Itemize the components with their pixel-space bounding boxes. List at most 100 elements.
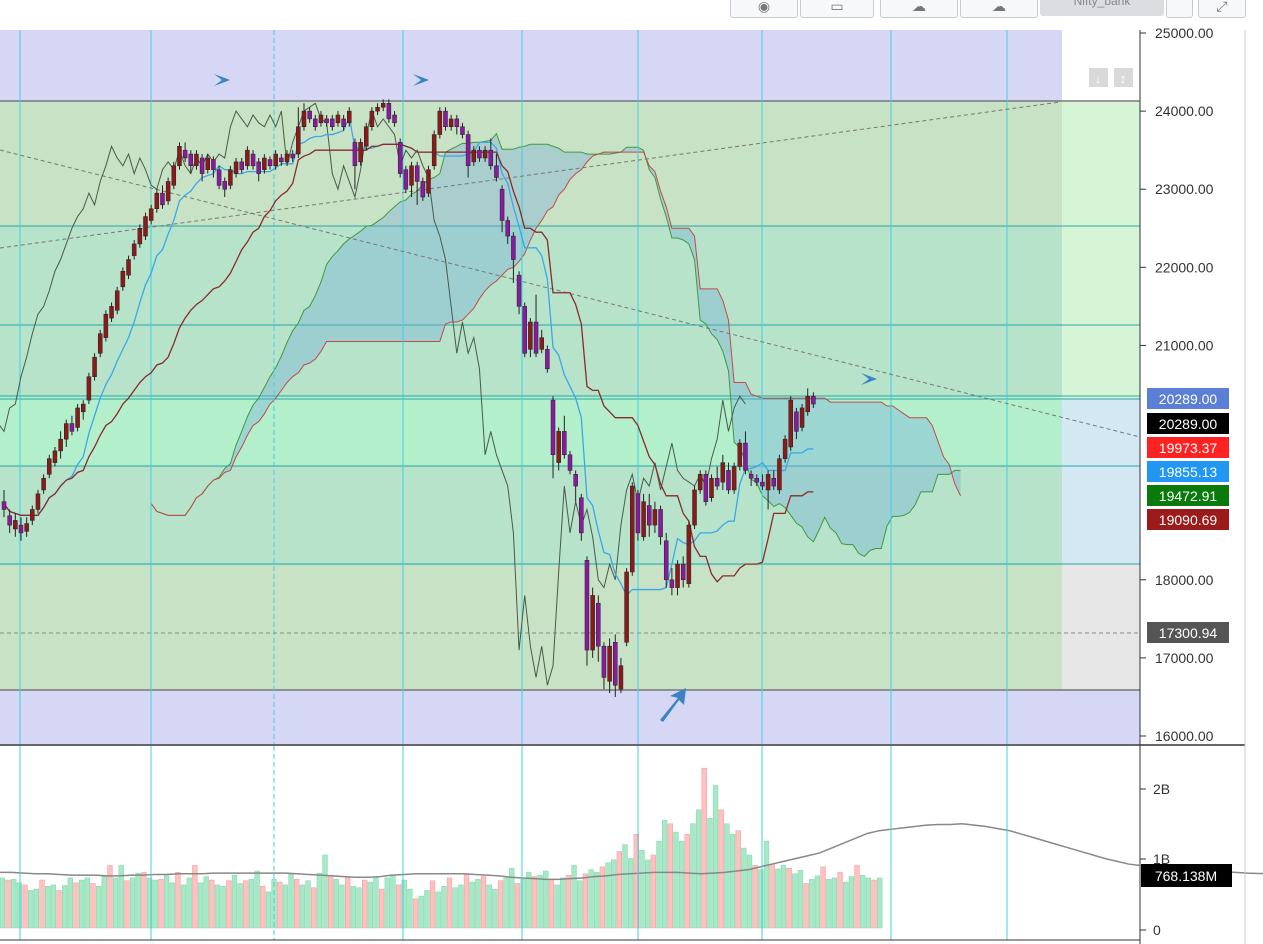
candle xyxy=(618,665,624,690)
uptrend-line xyxy=(0,101,1061,249)
volume-bar xyxy=(480,876,487,929)
annotation-arrows xyxy=(205,73,877,722)
volume-bar xyxy=(531,876,538,929)
candle xyxy=(443,110,448,127)
volume-bar xyxy=(254,870,260,929)
candle xyxy=(103,313,109,338)
volume-bar xyxy=(345,877,351,929)
candle xyxy=(562,431,567,456)
candle xyxy=(573,474,578,487)
arrow-icon xyxy=(852,372,877,385)
volume-bar xyxy=(492,888,498,929)
scroll-down-button[interactable] xyxy=(1089,68,1108,87)
volume-bar xyxy=(135,872,141,929)
senkou-span-b xyxy=(150,151,961,516)
expand-vertical-button[interactable] xyxy=(1114,68,1133,87)
volume-bar xyxy=(803,883,809,929)
volume-bar xyxy=(316,872,323,929)
candle xyxy=(465,134,471,167)
volume-bar xyxy=(690,823,696,929)
volume-bar xyxy=(407,888,413,929)
candle xyxy=(284,153,290,163)
volume-bar xyxy=(633,833,639,929)
candle xyxy=(760,481,765,487)
volume-bar xyxy=(746,854,753,929)
candle xyxy=(47,458,52,475)
candle xyxy=(318,114,324,124)
candle xyxy=(1,501,7,510)
level-tag-label: 17300.94 xyxy=(1159,625,1218,641)
candle xyxy=(330,118,335,127)
candle xyxy=(126,259,131,276)
volume-bar xyxy=(797,870,804,929)
fullscreen-button[interactable]: ⤢ xyxy=(1198,0,1246,18)
save-chart-button[interactable]: ☁ xyxy=(960,0,1038,18)
level-tag xyxy=(1147,413,1229,434)
volume-bar xyxy=(209,879,215,929)
volume-bar xyxy=(237,883,243,929)
volume-bar xyxy=(11,879,17,929)
candle xyxy=(505,220,510,237)
volume-bar xyxy=(180,884,187,929)
volume-bar xyxy=(90,883,96,929)
volume-bar xyxy=(628,858,634,929)
candle xyxy=(313,118,318,127)
level-tag xyxy=(1147,437,1229,458)
volume-bar xyxy=(124,880,130,929)
volume-bar xyxy=(475,879,481,929)
candle xyxy=(697,474,703,491)
level-tag-label: 20289.00 xyxy=(1159,416,1218,432)
candle xyxy=(199,157,205,174)
symbol-label: Nifty_bank xyxy=(1073,0,1131,8)
candle xyxy=(788,399,793,448)
expand-vertical-icon: ↕ xyxy=(1120,71,1127,86)
candle xyxy=(709,477,714,499)
volume-bar xyxy=(497,880,504,929)
volume-bar xyxy=(299,884,306,929)
symbol-selector[interactable]: Nifty_bank xyxy=(1040,0,1164,16)
volume-bar xyxy=(724,823,730,929)
candle xyxy=(7,515,12,526)
volume-bar xyxy=(328,874,334,929)
volume-axis[interactable]: 0 1B 2B 768.138M xyxy=(1140,781,1232,938)
candle xyxy=(420,181,426,198)
settings-button[interactable] xyxy=(1166,0,1193,18)
volume-bar xyxy=(95,886,102,929)
candle xyxy=(426,169,431,194)
volume-bar xyxy=(203,876,209,929)
candle xyxy=(358,142,363,163)
volume-bar xyxy=(424,890,430,929)
volume-bar xyxy=(792,873,798,929)
volume-bar xyxy=(294,879,300,929)
candle xyxy=(675,563,680,588)
candle xyxy=(352,142,358,167)
camera-icon: ◉ xyxy=(757,0,771,14)
candle xyxy=(18,524,24,534)
candle xyxy=(726,470,731,491)
price-axis[interactable]: 16000.00 17000.00 18000.00 21000.00 22000.00… xyxy=(1140,25,1214,744)
volume-bar xyxy=(763,840,770,929)
candle xyxy=(743,442,748,471)
level-tag xyxy=(1147,622,1229,643)
candle xyxy=(75,407,80,428)
volume-bar xyxy=(78,879,85,929)
layout-button[interactable]: ▭ xyxy=(800,0,874,18)
volume-bar xyxy=(271,879,277,929)
load-chart-button[interactable]: ☁ xyxy=(880,0,958,18)
volume-bar xyxy=(226,880,232,929)
candle xyxy=(250,153,256,167)
candle xyxy=(273,153,278,167)
volume-bar xyxy=(848,876,855,929)
candle xyxy=(437,110,443,135)
y-tick-label: 17000.00 xyxy=(1155,650,1214,666)
volume-bar xyxy=(333,879,339,929)
snapshot-button[interactable]: ◉ xyxy=(730,0,798,18)
volume-bar xyxy=(673,831,679,929)
candle xyxy=(386,103,392,120)
volume-bar xyxy=(62,885,68,929)
volume-bar xyxy=(152,879,158,929)
volume-bar xyxy=(826,879,832,929)
volume-bar xyxy=(786,867,792,929)
candle xyxy=(607,645,612,682)
